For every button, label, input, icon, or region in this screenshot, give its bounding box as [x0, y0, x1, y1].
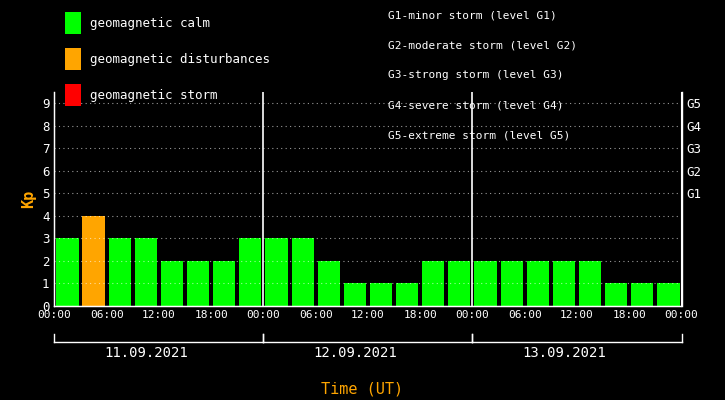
Text: geomagnetic storm: geomagnetic storm: [90, 88, 218, 102]
Text: G5-extreme storm (level G5): G5-extreme storm (level G5): [388, 130, 570, 140]
Bar: [57, 238, 78, 306]
Bar: [396, 284, 418, 306]
Bar: [83, 216, 104, 306]
Text: 12.09.2021: 12.09.2021: [313, 346, 397, 360]
Bar: [658, 284, 679, 306]
Bar: [265, 238, 288, 306]
Bar: [291, 238, 314, 306]
Bar: [135, 238, 157, 306]
Bar: [213, 261, 236, 306]
Bar: [631, 284, 653, 306]
Bar: [109, 238, 130, 306]
Bar: [474, 261, 497, 306]
Bar: [500, 261, 523, 306]
Bar: [239, 238, 262, 306]
Text: 11.09.2021: 11.09.2021: [104, 346, 188, 360]
Bar: [187, 261, 210, 306]
Bar: [422, 261, 444, 306]
Text: G1-minor storm (level G1): G1-minor storm (level G1): [388, 10, 557, 20]
Text: geomagnetic disturbances: geomagnetic disturbances: [90, 52, 270, 66]
Bar: [344, 284, 366, 306]
Text: G4-severe storm (level G4): G4-severe storm (level G4): [388, 100, 563, 110]
Bar: [448, 261, 471, 306]
Text: G3-strong storm (level G3): G3-strong storm (level G3): [388, 70, 563, 80]
Bar: [526, 261, 549, 306]
Text: 13.09.2021: 13.09.2021: [522, 346, 606, 360]
Bar: [370, 284, 392, 306]
Text: Time (UT): Time (UT): [321, 381, 404, 396]
Bar: [318, 261, 340, 306]
Bar: [161, 261, 183, 306]
Text: geomagnetic calm: geomagnetic calm: [90, 16, 210, 30]
Bar: [579, 261, 601, 306]
Bar: [605, 284, 627, 306]
Bar: [552, 261, 575, 306]
Y-axis label: Kp: Kp: [22, 190, 36, 208]
Text: G2-moderate storm (level G2): G2-moderate storm (level G2): [388, 40, 577, 50]
